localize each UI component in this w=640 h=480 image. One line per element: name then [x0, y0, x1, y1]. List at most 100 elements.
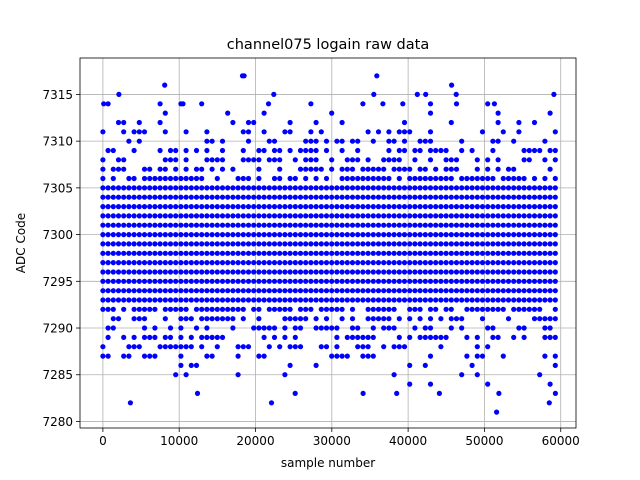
data-point [375, 194, 382, 200]
data-point [162, 213, 168, 219]
data-point [516, 119, 522, 126]
data-point [297, 297, 304, 303]
data-point [292, 250, 298, 256]
data-point [474, 185, 480, 191]
data-point [147, 194, 153, 200]
data-point [219, 138, 226, 144]
data-point [490, 204, 496, 210]
data-point [427, 241, 434, 247]
data-point [339, 138, 345, 144]
data-point [282, 241, 288, 247]
data-point [495, 232, 501, 238]
data-point [214, 306, 220, 312]
data-point [303, 213, 309, 219]
data-point [110, 325, 116, 331]
outlier-point [162, 82, 168, 88]
data-point [271, 175, 278, 182]
data-point [370, 269, 376, 275]
data-point [292, 222, 298, 228]
y-tick-label: 7300 [42, 228, 73, 242]
data-point [537, 213, 543, 219]
data-point [152, 222, 158, 228]
data-point [147, 269, 153, 275]
data-point [323, 232, 330, 238]
data-point [230, 288, 236, 294]
data-point [329, 288, 335, 294]
data-point [370, 278, 376, 284]
data-point [464, 269, 470, 275]
outlier-point [423, 91, 429, 97]
x-tick-label: 30000 [313, 434, 351, 448]
data-point [339, 222, 345, 228]
data-point [375, 250, 382, 256]
data-point [485, 269, 491, 275]
outlier-point [414, 91, 420, 97]
data-point [521, 175, 527, 182]
data-point [204, 306, 210, 312]
data-point [485, 157, 491, 163]
data-point [329, 250, 335, 256]
data-point [313, 222, 319, 228]
data-point [334, 334, 340, 340]
data-point [126, 138, 132, 144]
data-point [183, 278, 189, 284]
data-point [355, 185, 361, 191]
data-point [219, 204, 226, 210]
data-point [121, 288, 127, 294]
data-point [485, 185, 491, 191]
data-point [339, 241, 345, 247]
data-point [303, 316, 309, 322]
data-point [438, 297, 444, 303]
data-point [459, 297, 465, 303]
data-point [516, 232, 522, 238]
y-tick-label: 7280 [42, 415, 73, 429]
data-point [547, 260, 553, 266]
data-point [323, 269, 330, 275]
data-point [271, 278, 278, 284]
data-point [230, 297, 236, 303]
data-point [417, 185, 423, 191]
data-point [115, 213, 122, 219]
data-point [105, 241, 111, 247]
data-point [386, 175, 392, 182]
data-point [287, 185, 293, 191]
data-point [199, 306, 205, 312]
data-point [167, 232, 174, 238]
data-point [121, 166, 127, 172]
data-point [141, 185, 148, 191]
data-point [323, 175, 330, 182]
data-point [552, 222, 558, 228]
data-point [282, 260, 288, 266]
data-point [277, 147, 283, 154]
data-point [141, 297, 148, 303]
data-point [526, 269, 532, 275]
data-point [313, 297, 319, 303]
data-point [521, 297, 527, 303]
data-point [157, 297, 163, 303]
data-point [396, 344, 402, 350]
data-point [360, 175, 366, 182]
data-point [464, 204, 470, 210]
data-point [386, 185, 392, 191]
data-point [433, 194, 439, 200]
data-point [271, 288, 278, 294]
data-point [526, 147, 532, 154]
data-point [308, 260, 314, 266]
data-point [188, 222, 194, 228]
data-point [183, 222, 189, 228]
data-point [531, 306, 538, 312]
data-point [173, 175, 179, 182]
data-point [537, 185, 543, 191]
data-point [188, 297, 194, 303]
data-point [209, 204, 215, 210]
data-point [495, 334, 501, 340]
data-point [100, 129, 106, 135]
data-point [433, 269, 439, 275]
data-point [453, 316, 460, 322]
data-point [167, 269, 174, 275]
data-point [401, 147, 408, 154]
data-point [537, 222, 543, 228]
data-point [126, 222, 132, 228]
data-point [245, 288, 252, 294]
data-point [391, 204, 397, 210]
